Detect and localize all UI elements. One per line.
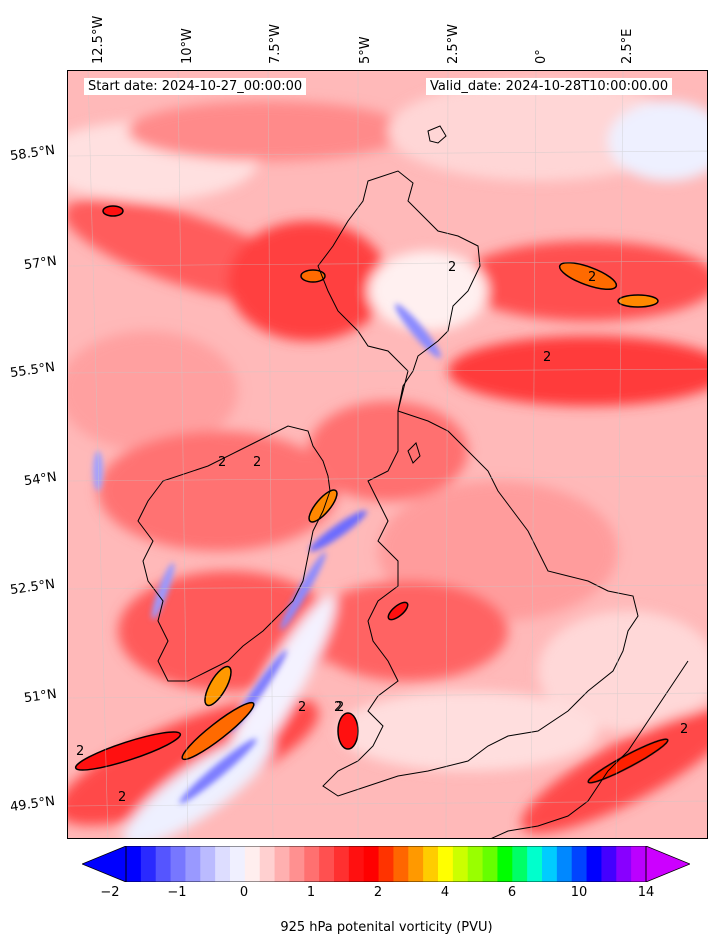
colorbar-cell xyxy=(140,846,157,882)
isle-of-man-coast xyxy=(407,442,421,464)
colorbar-cell xyxy=(304,846,320,882)
cbar-tick-m2: −2 xyxy=(100,885,120,900)
colorbar-cell xyxy=(601,846,617,882)
cbar-tick-m1: −1 xyxy=(167,885,187,900)
colorbar-cell xyxy=(274,846,290,882)
colorbar-cell xyxy=(586,846,602,882)
lat-label-49-5n: 49.5°N xyxy=(9,793,56,816)
lat-label-58-5n: 58.5°N xyxy=(9,142,56,165)
colorbar-cell xyxy=(497,846,513,882)
colorbar-cell xyxy=(556,846,573,882)
colorbar-cell xyxy=(334,846,350,882)
contour-label-1: 2 xyxy=(298,700,306,715)
cbar-tick-1: 1 xyxy=(306,885,316,900)
colorbar-cell xyxy=(230,846,246,882)
pv-field-map: 2 2 2 2 2 2 2 2 2 2 2 xyxy=(68,71,707,838)
contour-label-3: 2 xyxy=(76,744,84,759)
colorbar-cell xyxy=(170,846,186,882)
colorbar-cell xyxy=(363,846,380,882)
graticule xyxy=(68,71,707,838)
colorbar-cell xyxy=(527,846,543,882)
colorbar-cell xyxy=(408,846,424,882)
lon-label-2-5e: 2.5°E xyxy=(620,28,635,64)
contour-label-10: 2 xyxy=(680,722,688,737)
contour-labels: 2 2 2 2 2 2 2 2 2 2 2 xyxy=(76,260,688,805)
ireland-coast xyxy=(137,425,331,682)
map-panel: 2 2 2 2 2 2 2 2 2 2 2 xyxy=(67,70,708,839)
lat-label-57n: 57°N xyxy=(23,253,58,274)
lon-label-0: 0° xyxy=(534,49,549,64)
colorbar-cell xyxy=(259,846,276,882)
lon-label-12-5w: 12.5°W xyxy=(91,15,106,64)
contour-label-8: 2 xyxy=(253,455,261,470)
colorbar-cell xyxy=(423,846,439,882)
cbar-tick-2: 2 xyxy=(373,885,383,900)
colorbar-cell xyxy=(348,846,365,882)
colorbar-cell xyxy=(467,846,484,882)
scotland-coast xyxy=(317,170,481,412)
lat-label-55-5n: 55.5°N xyxy=(9,359,56,382)
colorbar-cell xyxy=(571,846,588,882)
colorbar-label: 925 hPa potenital vorticity (PVU) xyxy=(280,920,493,935)
colorbar-cell xyxy=(393,846,409,882)
contour-label-4: 2 xyxy=(334,700,342,715)
cbar-tick-10: 10 xyxy=(570,885,588,900)
contour-label-11: 2 xyxy=(336,700,344,715)
cbar-tick-14: 14 xyxy=(637,885,655,900)
colorbar-cell xyxy=(482,846,498,882)
contour-label-9: 2 xyxy=(588,270,596,285)
lat-label-51n: 51°N xyxy=(23,686,58,707)
start-date-label: Start date: 2024-10-27_00:00:00 xyxy=(84,78,307,95)
colorbar-cell xyxy=(542,846,558,882)
lon-label-10w: 10°W xyxy=(180,28,195,64)
lat-label-54n: 54°N xyxy=(23,469,58,490)
cbar-tick-6: 6 xyxy=(507,885,517,900)
cbar-tick-4: 4 xyxy=(440,885,450,900)
france-coast xyxy=(491,660,689,838)
coastlines xyxy=(137,125,689,838)
colorbar-cell xyxy=(289,846,305,882)
colorbar-cell xyxy=(244,846,261,882)
colorbar-high-extend xyxy=(645,846,690,882)
lon-label-2-5w: 2.5°W xyxy=(446,23,461,64)
colorbar-cell xyxy=(200,846,216,882)
colorbar-cell xyxy=(185,846,201,882)
cbar-tick-0: 0 xyxy=(239,885,249,900)
colorbar-low-extend xyxy=(82,846,127,882)
colorbar-cell xyxy=(378,846,394,882)
colorbar-cell xyxy=(616,846,632,882)
colorbar-cell xyxy=(631,846,647,882)
contour-label-7: 2 xyxy=(218,455,226,470)
valid-date-label: Valid_date: 2024-10-28T10:00:00.00 xyxy=(426,78,673,95)
lon-label-7-5w: 7.5°W xyxy=(268,23,283,64)
colorbar xyxy=(82,846,690,882)
lat-label-52-5n: 52.5°N xyxy=(9,576,56,599)
colorbar-cell xyxy=(319,846,335,882)
england-wales-coast xyxy=(322,410,639,797)
colorbar-cell xyxy=(452,846,469,882)
colorbar-cell xyxy=(155,846,172,882)
colorbar-cell xyxy=(438,846,454,882)
colorbar-cell xyxy=(215,846,231,882)
lon-label-5w: 5°W xyxy=(358,36,373,64)
high-pv-features xyxy=(74,205,669,784)
contour-label-2: 2 xyxy=(118,790,126,805)
contour-label-6: 2 xyxy=(543,350,551,365)
orkney-coast xyxy=(427,125,447,144)
contour-label-5: 2 xyxy=(448,260,456,275)
colorbar-cell xyxy=(512,846,528,882)
colorbar-cell xyxy=(126,846,142,882)
